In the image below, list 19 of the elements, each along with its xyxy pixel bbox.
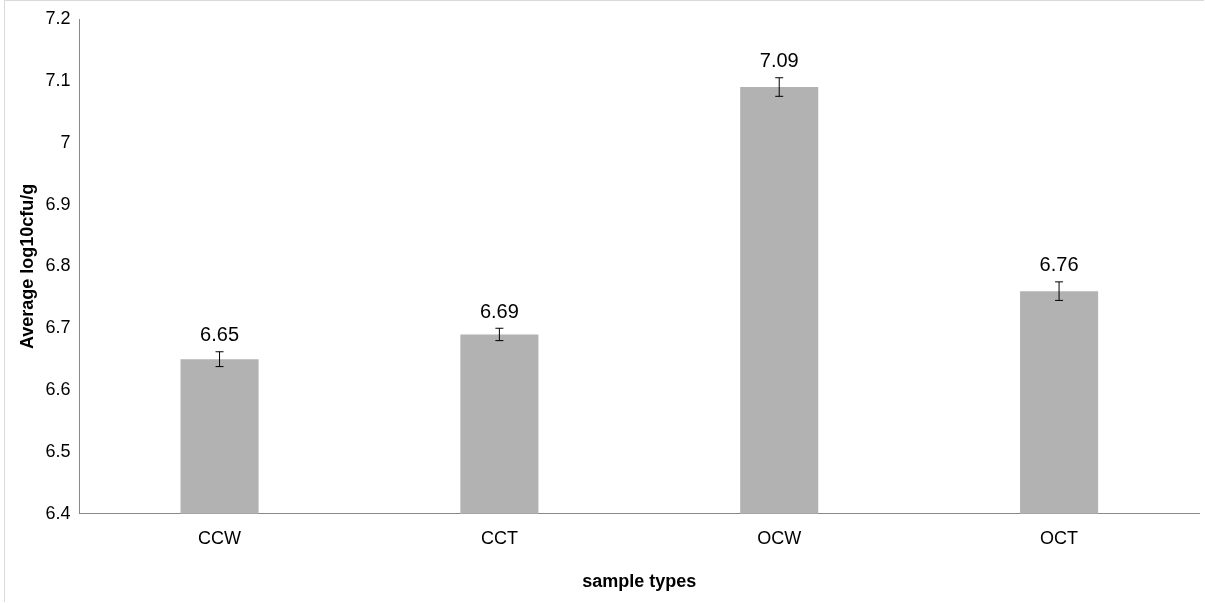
y-tick-label: 7 — [60, 131, 71, 152]
y-tick-label: 6.8 — [45, 255, 71, 276]
x-axis-title: sample types — [582, 571, 697, 592]
y-tick-label: 6.6 — [45, 379, 71, 400]
x-tick-label: OCW — [757, 527, 802, 548]
x-tick-label: CCW — [198, 527, 242, 548]
data-label: 6.76 — [1039, 253, 1079, 276]
x-tick-label: OCT — [1040, 527, 1079, 548]
data-label: 7.09 — [759, 49, 799, 72]
y-axis-title: Average log10cfu/g — [16, 183, 37, 350]
y-tick-label: 6.5 — [45, 440, 71, 461]
data-label: 6.69 — [479, 299, 519, 322]
y-tick-label: 7.2 — [45, 7, 71, 28]
x-tick-label: CCT — [480, 527, 518, 548]
data-label: 6.65 — [200, 323, 240, 346]
y-tick-label: 6.4 — [45, 502, 71, 523]
y-tick-label: 7.1 — [45, 69, 71, 90]
y-tick-label: 6.7 — [45, 317, 71, 338]
y-tick-label: 6.9 — [45, 193, 71, 214]
